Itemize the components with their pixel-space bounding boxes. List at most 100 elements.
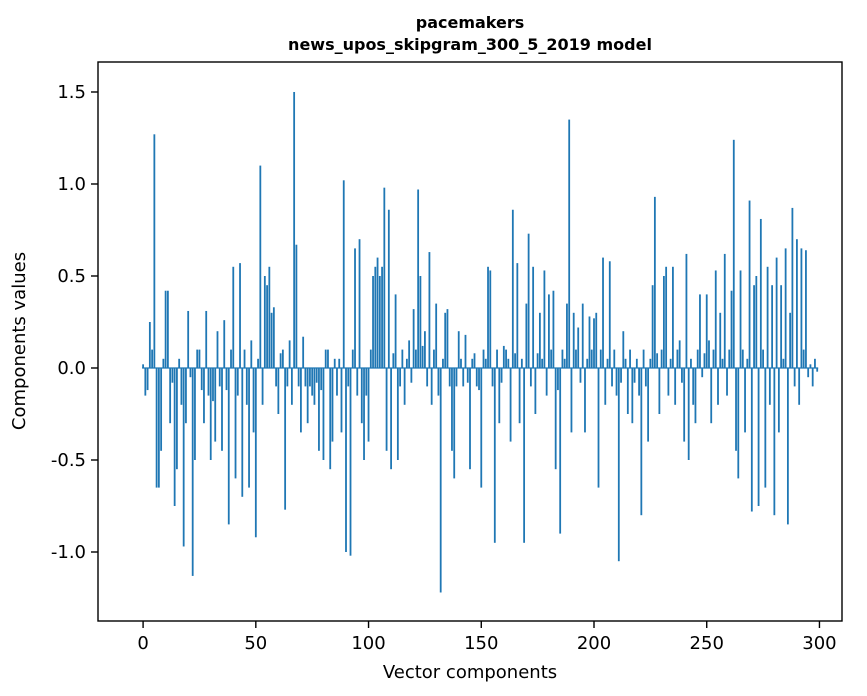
x-tick-label: 50 [244, 633, 267, 654]
bar [318, 368, 320, 451]
bar [426, 368, 429, 387]
bar [464, 334, 467, 368]
bar [419, 276, 422, 368]
bar [529, 368, 532, 387]
bar [791, 207, 794, 368]
bar [214, 368, 217, 442]
bar [746, 358, 749, 368]
plot-border [97, 61, 843, 622]
bar [385, 368, 388, 451]
x-tick-label: 150 [464, 633, 498, 654]
bar [748, 200, 751, 368]
bar [408, 340, 411, 368]
y-tick-label: -1.0 [51, 542, 86, 563]
bar [502, 345, 505, 368]
bar [293, 91, 296, 368]
bar [631, 368, 634, 424]
bar [331, 368, 334, 442]
bar [802, 349, 805, 368]
x-axis-label: Vector components [383, 662, 557, 683]
bar [575, 349, 577, 368]
bar [478, 368, 480, 391]
bar [360, 368, 363, 424]
bar [732, 139, 735, 368]
bar [245, 368, 248, 405]
bar [439, 368, 442, 593]
bar [798, 368, 801, 405]
bar [155, 368, 158, 488]
bar [757, 368, 760, 506]
bar [196, 349, 199, 368]
bar [653, 196, 656, 368]
bar [286, 368, 289, 387]
bar [259, 165, 262, 368]
bar [493, 368, 496, 543]
bar [191, 368, 194, 576]
bar [487, 266, 489, 368]
bar [566, 303, 568, 368]
bar [595, 312, 598, 368]
x-tick-label: 0 [137, 633, 148, 654]
bar [793, 368, 796, 387]
bar [525, 303, 528, 368]
bar [164, 290, 167, 368]
bar [633, 368, 636, 383]
bar [153, 134, 156, 368]
bar [180, 368, 183, 405]
bar [660, 349, 663, 368]
bar [169, 368, 172, 424]
bar [505, 349, 507, 368]
bar [496, 349, 498, 368]
bar [405, 358, 408, 368]
bar [484, 358, 487, 368]
bar [288, 340, 291, 368]
bar [599, 349, 602, 368]
bar [759, 218, 762, 368]
bar [500, 368, 503, 383]
bar [272, 307, 275, 368]
bar [176, 368, 178, 470]
bar [786, 368, 789, 525]
bar [263, 276, 266, 368]
x-tick-label: 300 [802, 633, 836, 654]
bar [561, 349, 564, 368]
bar [236, 368, 239, 396]
bar [401, 349, 404, 368]
bar [527, 233, 530, 368]
y-tick-label: 1.0 [57, 174, 86, 195]
bar [471, 358, 474, 368]
bar [162, 358, 165, 368]
bar [563, 358, 566, 368]
bar [796, 239, 798, 368]
bar [268, 266, 271, 368]
bar [816, 368, 819, 372]
bar [656, 353, 659, 368]
bar [685, 253, 688, 368]
bar [491, 368, 494, 387]
bar [667, 368, 670, 396]
bar [705, 294, 708, 368]
bar [701, 368, 704, 378]
bar [187, 310, 190, 368]
bar [626, 368, 629, 414]
bar [295, 244, 298, 368]
bar [277, 368, 280, 414]
bar [261, 368, 264, 405]
bar [460, 358, 462, 368]
bar [811, 368, 814, 387]
bar [572, 312, 575, 368]
bar [665, 266, 668, 368]
bar [579, 368, 582, 383]
bar [338, 358, 341, 368]
bar [194, 368, 196, 460]
bar [719, 312, 722, 368]
bar [207, 368, 210, 396]
bar [728, 349, 731, 368]
bar [559, 368, 562, 534]
bar [669, 358, 672, 368]
bar [807, 368, 810, 378]
bar [584, 368, 586, 433]
bar [333, 358, 336, 368]
bar [403, 368, 406, 405]
